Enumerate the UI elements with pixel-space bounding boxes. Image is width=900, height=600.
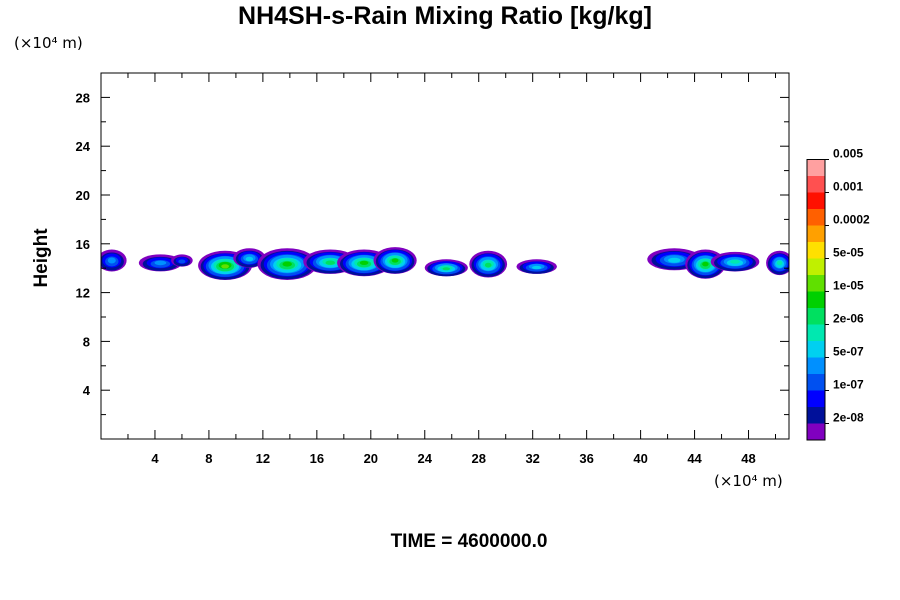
data-field — [101, 247, 789, 280]
colorbar-swatch — [807, 308, 825, 325]
x-tick-label: 12 — [256, 451, 270, 466]
colorbar-swatch — [807, 291, 825, 308]
colorbar-label: 5e-05 — [833, 246, 864, 260]
y-tick-label: 16 — [76, 237, 90, 252]
contour-level — [178, 259, 186, 264]
x-tick-label: 24 — [418, 451, 433, 466]
colorbar-swatch — [807, 192, 825, 209]
y-tick-label: 24 — [76, 139, 91, 154]
colorbar: 2e-08 1e-07 5e-07 2e-06 1e-05 5e-05 0.0002 0.00… — [806, 147, 870, 441]
contour-level — [730, 259, 740, 264]
cloud-cell — [171, 254, 193, 267]
x-axis-unit: (×10⁴ m) — [714, 472, 783, 490]
contour-level — [282, 261, 292, 267]
cloud-cell — [516, 259, 557, 274]
x-tick-label: 20 — [364, 451, 378, 466]
y-axis-unit: (×10⁴ m) — [14, 34, 83, 52]
colorbar-swatch — [807, 407, 825, 424]
contour-level — [325, 260, 336, 265]
y-tick-label: 4 — [83, 383, 91, 398]
colorbar-label: 2e-06 — [833, 312, 864, 326]
contour-level — [391, 258, 399, 263]
colorbar-swatch — [807, 159, 825, 176]
y-tick-label: 12 — [76, 286, 90, 301]
colorbar-label: 0.0002 — [833, 213, 870, 227]
cloud-cell — [766, 250, 789, 276]
y-tick-label: 28 — [76, 90, 90, 105]
cloud-cell — [424, 259, 468, 277]
x-tick-label: 48 — [741, 451, 755, 466]
cloud-cell — [647, 248, 702, 271]
cloud-cell — [138, 254, 182, 272]
colorbar-swatch — [807, 242, 825, 259]
x-tick-label: 36 — [579, 451, 593, 466]
contour-level — [442, 267, 451, 271]
y-tick-label: 8 — [83, 334, 90, 349]
colorbar-swatch — [807, 209, 825, 226]
colorbar-swatch — [807, 225, 825, 242]
contour-level — [776, 260, 783, 266]
colorbar-label: 0.001 — [833, 180, 863, 194]
colorbar-label: 1e-07 — [833, 378, 864, 392]
colorbar-swatch — [807, 176, 825, 193]
colorbar-swatch — [807, 324, 825, 341]
contour-level — [245, 256, 254, 262]
x-tick-label: 28 — [471, 451, 485, 466]
colorbar-frame — [806, 159, 826, 441]
colorbar-label: 5e-07 — [833, 345, 864, 359]
x-axis: 4 8 12 16 20 24 28 32 36 40 44 48 — [127, 73, 777, 466]
colorbar-swatch — [807, 341, 825, 358]
colorbar-swatch — [807, 357, 825, 374]
x-tick-label: 16 — [310, 451, 324, 466]
colorbar-swatch — [807, 374, 825, 391]
contour-level — [359, 260, 369, 265]
cloud-cell — [373, 247, 417, 274]
y-tick-label: 20 — [76, 188, 90, 203]
y-axis: 4 8 12 16 20 24 28 — [76, 72, 789, 416]
time-label: TIME = 4600000.0 — [390, 531, 548, 552]
cloud-cell — [233, 248, 266, 268]
contour-level — [702, 261, 709, 267]
x-tick-label: 32 — [525, 451, 539, 466]
cloud-cell — [469, 250, 508, 278]
colorbar-swatch — [807, 423, 825, 440]
contour-level — [107, 257, 116, 264]
x-tick-label: 4 — [151, 451, 159, 466]
colorbar-label: 0.005 — [833, 147, 863, 161]
contour-level — [532, 265, 542, 270]
contour-level — [154, 260, 167, 266]
colorbar-label: 1e-05 — [833, 279, 864, 293]
x-tick-label: 40 — [633, 451, 647, 466]
contour-level — [668, 257, 681, 263]
cloud-cell — [101, 249, 127, 272]
colorbar-label: 2e-08 — [833, 411, 864, 425]
x-tick-label: 8 — [205, 451, 212, 466]
contour-level — [484, 262, 492, 268]
colorbar-swatch — [807, 275, 825, 292]
cloud-cell — [257, 248, 317, 280]
colorbar-swatch — [807, 258, 825, 275]
plot-frame — [100, 72, 790, 440]
contour-level — [221, 264, 230, 269]
colorbar-swatch — [807, 390, 825, 407]
x-tick-label: 44 — [687, 451, 702, 466]
chart-title: NH4SH-s-Rain Mixing Ratio [kg/kg] — [238, 2, 652, 30]
cloud-cell — [710, 251, 760, 272]
